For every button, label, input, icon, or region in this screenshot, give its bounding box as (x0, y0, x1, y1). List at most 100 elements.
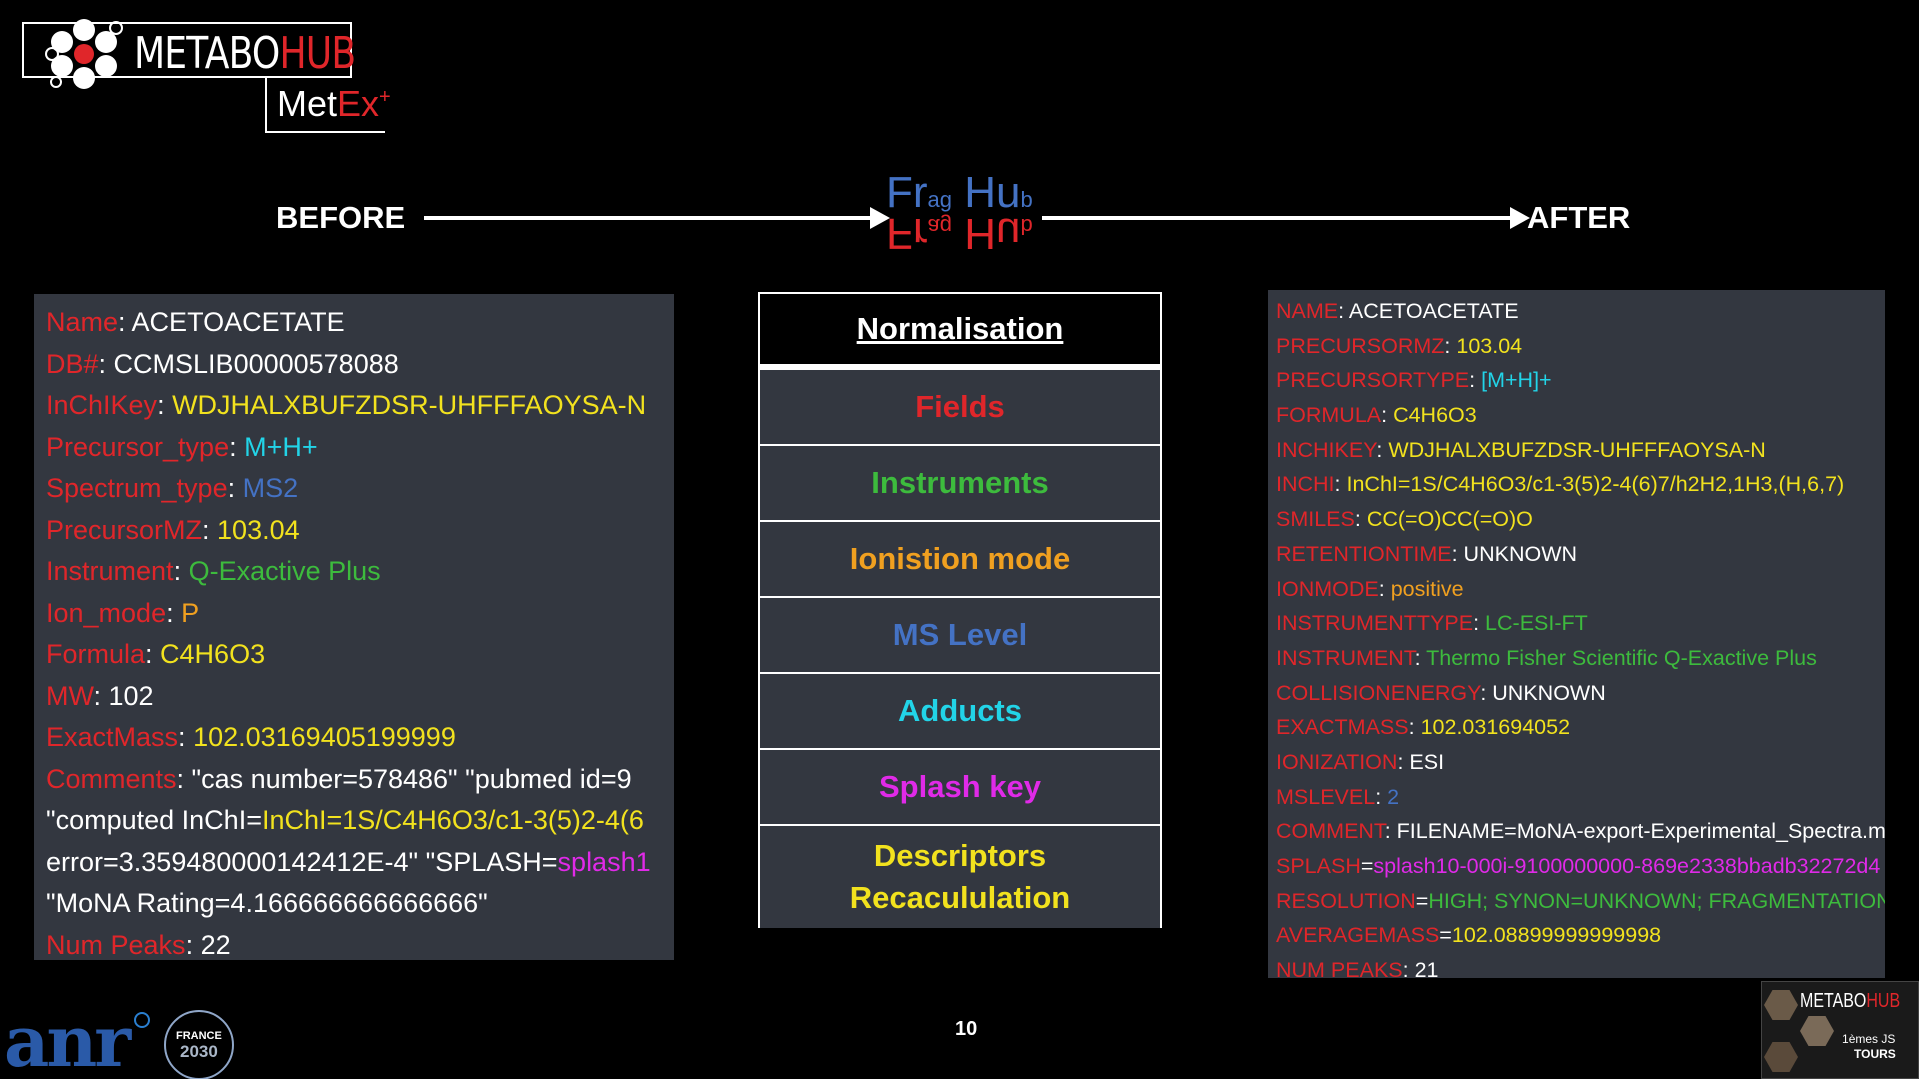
field-row: MSLEVEL: 2 (1276, 780, 1885, 815)
field-separator: : (1376, 437, 1389, 462)
field-value: 102.03169405199999 (193, 722, 456, 752)
field-key: FORMULA (1276, 403, 1382, 428)
field-key: IONIZATION (1276, 749, 1398, 774)
field-key: EXACTMASS (1276, 715, 1409, 740)
field-value: ACETOACETATE (131, 307, 345, 337)
field-value: HIGH; SYNON=UNKNOWN; FRAGMENTATIONM (1428, 888, 1885, 913)
field-key: MW (46, 680, 94, 711)
before-record-panel: Name: ACETOACETATE DB#: CCMSLIB0000057808… (34, 294, 674, 960)
field-separator: : (1384, 819, 1397, 844)
metex-logo: MetEx+ (265, 77, 391, 133)
field-separator: : (1469, 368, 1482, 393)
field-row: INSTRUMENT: Thermo Fisher Scientific Q-E… (1276, 641, 1885, 676)
field-value: WDJHALXBUFZDSR-UHFFFAOYSA-N (172, 390, 647, 420)
field-row: INSTRUMENTTYPE: LC-ESI-FT (1276, 606, 1885, 641)
field-value: C4H6O3 (160, 639, 266, 669)
field-separator: : (1338, 299, 1349, 323)
field-row: InChIKey: WDJHALXBUFZDSR-UHFFFAOYSA-N (46, 385, 674, 427)
field-value: UNKNOWN (1492, 680, 1606, 705)
field-row: SMILES: CC(=O)CC(=O)O (1276, 502, 1885, 537)
field-row: Num Peaks: 22 (46, 925, 674, 961)
field-key: NUM PEAKS (1276, 958, 1403, 978)
field-key: DB# (46, 348, 99, 379)
table-row: Splash key (760, 750, 1160, 826)
field-row: Precursor_type: M+H+ (46, 427, 674, 469)
fraghub-logo: Frag Hub Frag Hub (886, 168, 1033, 258)
field-key: Ion_mode (46, 597, 167, 628)
field-row: NUM PEAKS: 21 (1276, 953, 1885, 978)
field-row: DB#: CCMSLIB00000578088 (46, 344, 674, 386)
field-row: MW: 102 (46, 676, 674, 718)
field-key: PrecursorMZ (46, 514, 203, 545)
field-value: 103.04 (1456, 333, 1523, 358)
table-row-descriptors: Descriptors Recacululation (760, 826, 1160, 928)
field-separator: : (93, 680, 109, 711)
field-value: splash1 (557, 846, 651, 877)
field-value: 103.04 (217, 514, 300, 545)
field-row: Formula: C4H6O3 (46, 634, 674, 676)
field-key: SPLASH (1276, 854, 1361, 878)
field-row: NAME: ACETOACETATE (1276, 294, 1885, 329)
field-key: COLLISIONENERGY (1276, 680, 1481, 705)
after-label: AFTER (1527, 200, 1631, 235)
field-key: INSTRUMENTTYPE (1276, 611, 1474, 636)
field-row: RESOLUTION=HIGH; SYNON=UNKNOWN; FRAGMENT… (1276, 884, 1885, 919)
field-row: Comments: "cas number=578486" "pubmed id… (46, 759, 674, 801)
field-value: splash10-000i-9100000000-869e2338bbadb32… (1373, 854, 1881, 878)
field-row: PRECURSORMZ: 103.04 (1276, 329, 1885, 364)
field-value: C4H6O3 (1393, 403, 1477, 428)
field-separator: : (1414, 645, 1427, 670)
field-key: RETENTIONTIME (1276, 541, 1452, 566)
field-row: INCHI: InChI=1S/C4H6O3/c1-3(5)2-4(6)7/h2… (1276, 467, 1885, 502)
field-value: Thermo Fisher Scientific Q-Exactive Plus (1426, 645, 1817, 670)
field-separator: : (229, 431, 245, 462)
field-row: EXACTMASS: 102.031694052 (1276, 710, 1885, 745)
field-separator: = (1415, 888, 1429, 913)
field-key: INSTRUMENT (1276, 645, 1415, 670)
table-row: MS Level (760, 598, 1160, 674)
table-header: Normalisation (760, 294, 1160, 370)
field-row: COLLISIONENERGY: UNKNOWN (1276, 676, 1885, 711)
field-separator: = (1439, 923, 1452, 948)
field-key: PRECURSORMZ (1276, 333, 1445, 358)
field-value: Q-Exactive Plus (188, 556, 381, 586)
field-separator: : (1402, 958, 1415, 978)
field-value: InChI=1S/C4H6O3/c1-3(5)2-4(6 (261, 805, 644, 835)
field-key: Instrument (46, 556, 174, 586)
field-separator: : (1334, 472, 1347, 497)
field-value: 22 (200, 929, 231, 960)
field-separator: : (98, 348, 114, 379)
flower-logo-icon (45, 19, 123, 89)
field-key: Formula (46, 639, 146, 669)
field-value: ESI (1409, 749, 1445, 774)
field-key: Num Peaks (46, 929, 186, 960)
field-key: COMMENT (1276, 819, 1385, 844)
field-separator: : (1381, 403, 1394, 428)
table-row: Ionistion mode (760, 522, 1160, 598)
field-separator: : (1354, 507, 1367, 532)
field-separator: : (1375, 784, 1388, 809)
field-value: 102.031694052 (1420, 715, 1571, 740)
field-separator: : (227, 473, 243, 503)
field-row: "MoNA Rating=4.166666666666666" (46, 883, 674, 925)
field-key: PRECURSORTYPE (1276, 368, 1470, 393)
table-row: Instruments (760, 446, 1160, 522)
field-separator: "computed InChI= (46, 805, 262, 835)
field-key: Comments (46, 763, 177, 794)
page-number: 10 (955, 1018, 978, 1040)
field-separator: : (1473, 611, 1486, 636)
field-value: CC(=O)CC(=O)O (1366, 507, 1533, 532)
field-separator: : (1397, 749, 1410, 774)
field-value: positive (1390, 576, 1464, 601)
normalisation-table: Normalisation Fields Instruments Ionistion… (758, 292, 1162, 928)
field-separator: : (176, 763, 192, 794)
field-value: 2 (1387, 784, 1400, 809)
arrow-right-icon (424, 207, 890, 229)
field-key: INCHI (1276, 472, 1335, 497)
field-value: M+H+ (244, 431, 318, 462)
metabohub-logo: METABOHUB (22, 19, 356, 89)
field-value: WDJHALXBUFZDSR-UHFFFAOYSA-N (1388, 437, 1766, 462)
field-separator: : (1480, 680, 1493, 705)
field-row: PRECURSORTYPE: [M+H]+ (1276, 363, 1885, 398)
field-row: Spectrum_type: MS2 (46, 468, 674, 510)
